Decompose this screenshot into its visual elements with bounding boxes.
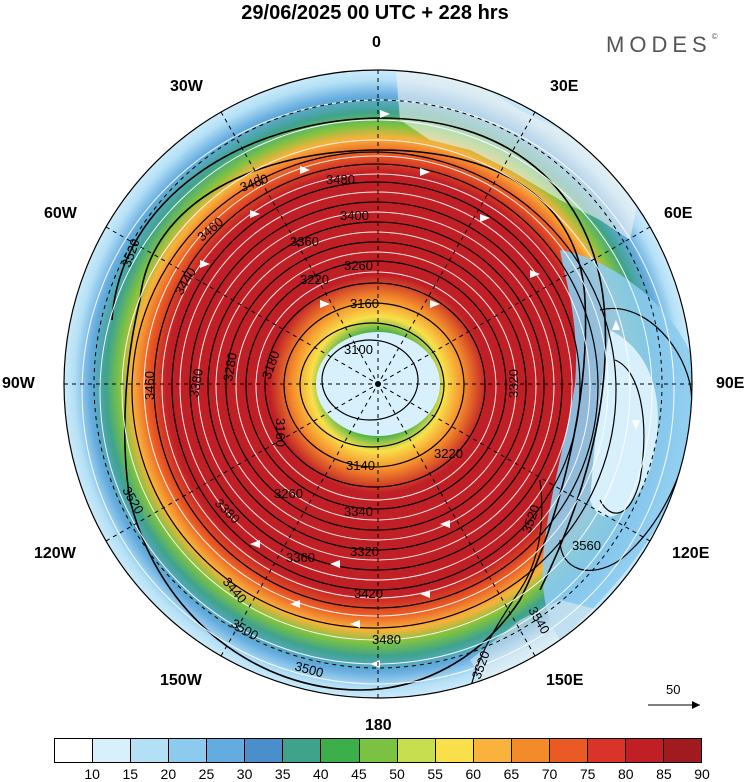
contour-label: 3220 xyxy=(434,446,463,461)
colorbar-tick-label: 65 xyxy=(503,766,520,782)
longitude-label: 60W xyxy=(44,205,77,222)
colorbar-cell xyxy=(587,739,626,762)
colorbar-tick-label: 15 xyxy=(122,766,139,782)
contour-label: 3280 xyxy=(220,351,240,382)
colorbar-tick-label: 25 xyxy=(198,766,215,782)
colorbar-tick-label: 75 xyxy=(579,766,596,782)
colorbar-cell xyxy=(664,739,702,762)
colorbar-tick-label: 30 xyxy=(236,766,253,782)
longitude-label: 120W xyxy=(34,545,76,562)
colorbar-tick-label: 40 xyxy=(313,766,329,782)
colorbar-cell xyxy=(625,739,664,762)
contour-label: 3500 xyxy=(293,658,325,680)
longitude-label: 150W xyxy=(160,672,202,689)
colorbar-tick-label: 50 xyxy=(389,766,405,782)
colorbar-cell xyxy=(549,739,588,762)
contour-label: 3460 xyxy=(142,371,157,400)
colorbar-cell xyxy=(397,739,436,762)
wind-scale-arrow xyxy=(648,701,700,709)
longitude-label: 90E xyxy=(716,375,745,392)
contour-label: 3360 xyxy=(286,550,315,565)
contour-label: 3560 xyxy=(572,538,601,553)
forecast-title: 29/06/2025 00 UTC + 228 hrs xyxy=(241,2,509,24)
longitude-label: 60E xyxy=(664,205,693,222)
colorbar-tick-label: 55 xyxy=(427,766,443,782)
colorbar-cell xyxy=(207,739,246,762)
contour-label: 3360 xyxy=(290,234,319,249)
contour-label: 3160 xyxy=(350,296,379,311)
colorbar-cell xyxy=(169,739,208,762)
wind-streamlines xyxy=(81,99,675,685)
colorbar-tick-label: 90 xyxy=(694,766,710,782)
colorbar-cell xyxy=(511,739,550,762)
longitude-label: 30W xyxy=(170,78,203,95)
colorbar-tick-label: 80 xyxy=(617,766,634,782)
longitude-label: 150E xyxy=(546,672,584,689)
contour-label: 3380 xyxy=(186,367,206,398)
contour-label: 3420 xyxy=(354,586,383,601)
landmass xyxy=(395,70,640,240)
contour-label: 3340 xyxy=(344,504,373,519)
colorbar-tick-label: 10 xyxy=(84,766,100,782)
colorbar-tick-label: 70 xyxy=(541,766,558,782)
colorbar-tick-label: 20 xyxy=(160,766,177,782)
contour-label: 3320 xyxy=(350,544,379,559)
colorbar-tick-label: 45 xyxy=(351,766,367,782)
longitude-label: 180 xyxy=(365,717,392,734)
contour-label: 3260 xyxy=(274,486,303,501)
contour-label: 3480 xyxy=(372,632,401,647)
longitude-label: 90W xyxy=(2,375,35,392)
colorbar-cell xyxy=(359,739,398,762)
longitude-label: 30E xyxy=(550,78,579,95)
contour-label: 3260 xyxy=(344,258,373,273)
colorbar-cell xyxy=(55,739,94,762)
longitude-label: 120E xyxy=(672,545,710,562)
longitude-label: 0 xyxy=(372,34,381,51)
contour-label: 3220 xyxy=(300,272,329,287)
wind-speed-colorbar xyxy=(54,738,702,763)
wind-scale-label: 50 xyxy=(666,682,681,697)
map-boundary xyxy=(63,69,693,699)
contour-label: 3100 xyxy=(344,342,373,357)
colorbar-cell xyxy=(245,739,284,762)
colorbar-cell xyxy=(131,739,170,762)
colorbar-tick-label: 60 xyxy=(465,766,482,782)
colorbar-cell xyxy=(435,739,474,762)
colorbar-tick-label: 85 xyxy=(656,766,672,782)
pole-marker xyxy=(375,381,381,387)
brand-logo: MODES© xyxy=(606,32,718,57)
colorbar-cell xyxy=(93,739,132,762)
colorbar-cell xyxy=(283,739,322,762)
contour-label: 3320 xyxy=(506,369,521,398)
contour-label: 3140 xyxy=(346,458,375,473)
colorbar-cell xyxy=(473,739,512,762)
contour-label: 3160 xyxy=(273,418,288,447)
colorbar-tick-label: 35 xyxy=(274,766,291,782)
brand-name: MODES xyxy=(606,32,712,57)
colorbar-cell xyxy=(321,739,360,762)
contour-label: 3400 xyxy=(340,208,369,223)
contour-label: 3480 xyxy=(326,172,355,187)
contour-label-group: 3100 3140 3160 3160 3180 3220 3220 3260 … xyxy=(119,171,601,681)
